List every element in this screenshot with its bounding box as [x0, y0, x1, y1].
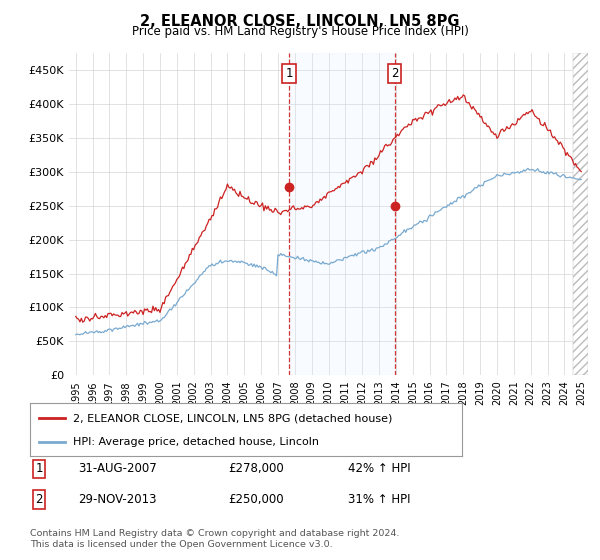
- Text: 1: 1: [35, 462, 43, 475]
- Text: 31% ↑ HPI: 31% ↑ HPI: [348, 493, 410, 506]
- Bar: [573, 53, 588, 375]
- Text: £278,000: £278,000: [228, 462, 284, 475]
- Text: Contains HM Land Registry data © Crown copyright and database right 2024.: Contains HM Land Registry data © Crown c…: [30, 529, 400, 538]
- Text: HPI: Average price, detached house, Lincoln: HPI: Average price, detached house, Linc…: [73, 436, 319, 446]
- Text: 2: 2: [35, 493, 43, 506]
- Text: 1: 1: [286, 67, 293, 80]
- Text: 42% ↑ HPI: 42% ↑ HPI: [348, 462, 410, 475]
- Bar: [289, 53, 395, 375]
- Text: Price paid vs. HM Land Registry's House Price Index (HPI): Price paid vs. HM Land Registry's House …: [131, 25, 469, 38]
- Text: 2: 2: [391, 67, 398, 80]
- Text: 2, ELEANOR CLOSE, LINCOLN, LN5 8PG (detached house): 2, ELEANOR CLOSE, LINCOLN, LN5 8PG (deta…: [73, 413, 392, 423]
- Text: 29-NOV-2013: 29-NOV-2013: [78, 493, 157, 506]
- Text: £250,000: £250,000: [228, 493, 284, 506]
- Text: 31-AUG-2007: 31-AUG-2007: [78, 462, 157, 475]
- Text: This data is licensed under the Open Government Licence v3.0.: This data is licensed under the Open Gov…: [30, 540, 332, 549]
- Text: 2, ELEANOR CLOSE, LINCOLN, LN5 8PG: 2, ELEANOR CLOSE, LINCOLN, LN5 8PG: [140, 14, 460, 29]
